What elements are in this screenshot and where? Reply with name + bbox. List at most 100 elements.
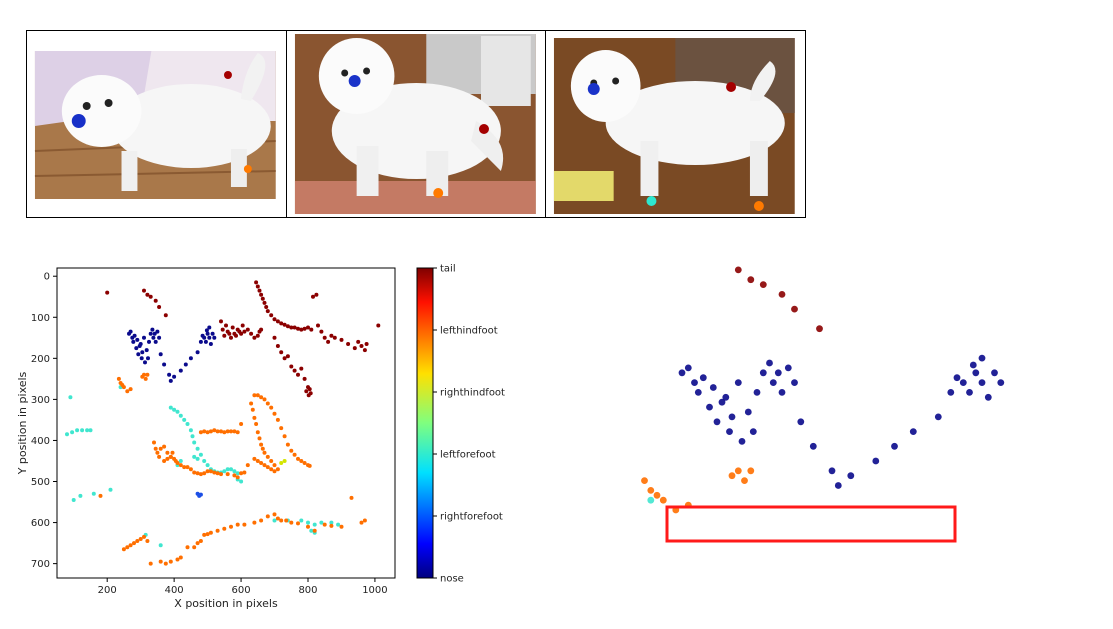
- point-lefthindfoot: [222, 526, 227, 531]
- point-tail: [359, 344, 364, 348]
- point-lefthindfoot: [252, 393, 257, 398]
- point-lefthindfoot: [255, 430, 260, 435]
- point-nose: [162, 362, 167, 367]
- point-lefthindfoot: [235, 430, 240, 435]
- point-leftforefoot: [108, 487, 113, 492]
- zoom-point-nose: [684, 364, 692, 372]
- point-nose: [203, 339, 208, 344]
- point-lefthindfoot: [125, 545, 130, 550]
- point-lefthindfoot: [296, 521, 300, 526]
- point-leftforefoot: [75, 428, 80, 433]
- point-lefthindfoot: [205, 532, 210, 537]
- point-tail: [220, 327, 225, 332]
- point-lefthindfoot: [275, 467, 280, 472]
- zoom-point-tail: [747, 276, 755, 284]
- point-lefthindfoot: [212, 428, 217, 433]
- point-lefthindfoot: [272, 469, 277, 474]
- point-lefthindfoot: [245, 463, 250, 468]
- point-tail: [275, 319, 280, 324]
- point-nose: [202, 335, 207, 340]
- point-lefthindfoot: [145, 372, 150, 377]
- zoom-point-nose: [978, 379, 986, 386]
- point-lefthindfoot: [306, 524, 310, 529]
- zoom-point-nose: [734, 379, 742, 386]
- point-leftforefoot: [68, 395, 73, 400]
- point-tail: [364, 342, 369, 346]
- point-nose: [198, 339, 203, 344]
- point-lefthindfoot: [219, 472, 223, 477]
- point-nose: [138, 342, 143, 346]
- point-lefthindfoot: [312, 528, 317, 533]
- point-lefthindfoot: [269, 459, 274, 463]
- colorbar-label-lefthindfoot: lefthindfoot: [440, 326, 498, 337]
- point-lefthindfoot: [275, 516, 280, 521]
- x-tick-label: 800: [298, 585, 317, 596]
- point-lefthindfoot: [205, 430, 210, 435]
- zoom-point-nose: [749, 428, 757, 435]
- point-lefthindfoot: [175, 557, 180, 562]
- point-lefthindfoot: [265, 454, 270, 459]
- point-lefthindfoot: [255, 459, 260, 463]
- point-lefthindfoot: [259, 518, 264, 523]
- point-lefthindfoot: [329, 523, 334, 528]
- colorbar-labels: tail lefthindfoot righthindfoot leftforefoo…: [433, 264, 505, 585]
- point-lefthindfoot: [275, 417, 280, 422]
- point-lefthindfoot: [225, 429, 230, 434]
- point-lefthindfoot: [165, 456, 170, 461]
- point-lefthindfoot: [225, 472, 230, 477]
- point-leftforefoot: [309, 528, 314, 533]
- point-lefthindfoot: [265, 465, 270, 470]
- point-lefthindfoot: [292, 452, 297, 457]
- zoom-point-lefthindfoot: [647, 487, 655, 494]
- point-tail: [269, 313, 274, 318]
- point-lefthindfoot: [142, 534, 146, 539]
- point-lefthindfoot: [242, 522, 247, 527]
- zoom-point-nose: [694, 389, 702, 396]
- point-lefthindfoot: [162, 459, 167, 463]
- point-leftforefoot: [188, 428, 193, 433]
- zoom-point-lefthindfoot: [728, 472, 736, 480]
- point-tail: [285, 354, 290, 359]
- point-lefthindfoot: [198, 472, 203, 477]
- zoom-point-nose: [709, 384, 717, 391]
- point-nose: [207, 325, 212, 330]
- point-tail: [329, 333, 334, 338]
- zoom-point-nose: [872, 457, 880, 465]
- zoom-point-leftforefoot: [647, 496, 655, 504]
- point-lefthindfoot: [279, 426, 284, 431]
- point-tail: [308, 391, 313, 396]
- point-leftforefoot: [80, 428, 85, 433]
- point-tail: [105, 290, 110, 295]
- zoom-point-lefthindfoot: [747, 467, 755, 475]
- point-tail: [219, 319, 223, 324]
- y-axis-label: Y position in pixels: [16, 371, 29, 475]
- point-leftforefoot: [70, 430, 75, 435]
- point-leftforefoot: [85, 428, 90, 433]
- zoom-point-nose: [969, 361, 977, 369]
- point-leftforefoot: [229, 467, 233, 472]
- point-lefthindfoot: [242, 470, 247, 475]
- point-lefthindfoot: [235, 475, 240, 480]
- zoom-point-nose: [728, 413, 736, 421]
- point-tail: [272, 317, 277, 322]
- point-tail: [239, 331, 244, 336]
- photo-strip: [26, 30, 806, 218]
- point-lefthindfoot: [272, 411, 277, 416]
- point-nose: [195, 350, 200, 355]
- point-leftforefoot: [202, 459, 207, 463]
- point-tail: [319, 329, 324, 334]
- point-tail: [282, 356, 287, 361]
- point-tail: [264, 305, 269, 309]
- zoom-point-nose: [809, 442, 817, 450]
- point-lefthindfoot: [202, 471, 207, 476]
- zoom-point-nose: [726, 428, 733, 435]
- point-nose: [131, 339, 136, 344]
- point-lefthindfoot: [198, 430, 203, 435]
- point-lefthindfoot: [232, 473, 237, 478]
- zoom-point-lefthindfoot: [659, 496, 667, 504]
- point-lefthindfoot: [143, 376, 148, 381]
- point-lefthindfoot: [252, 520, 257, 525]
- x-tick-label: 400: [165, 585, 184, 596]
- y-axis-ticks: 0 100 200 300 400 500 600 700: [31, 272, 57, 570]
- point-righthindfoot: [282, 459, 287, 463]
